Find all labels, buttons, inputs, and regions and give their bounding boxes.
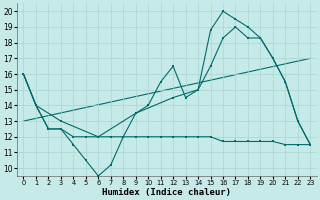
X-axis label: Humidex (Indice chaleur): Humidex (Indice chaleur) (102, 188, 231, 197)
